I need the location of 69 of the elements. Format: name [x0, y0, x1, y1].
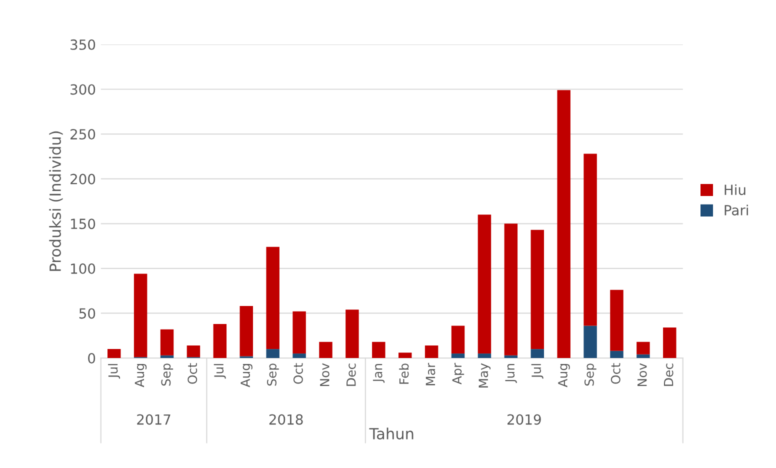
x-axis-title: Tahun	[369, 428, 414, 440]
y-tick-label: 50	[79, 308, 96, 319]
bar	[504, 355, 518, 358]
bar	[292, 311, 306, 354]
x-tick-label: Aug	[558, 364, 570, 388]
x-tick-label: Feb	[399, 364, 409, 384]
x-tick-label: Mar	[426, 362, 436, 386]
bar	[530, 230, 544, 350]
bar	[530, 349, 544, 358]
bar	[451, 354, 465, 358]
x-tick-label: Aug	[240, 364, 252, 388]
y-tick-label: 100	[71, 263, 96, 274]
y-tick-label: 150	[71, 218, 96, 230]
bar	[663, 328, 676, 358]
bar	[557, 90, 570, 358]
x-tick-label: Oct	[610, 363, 620, 384]
bar	[478, 354, 492, 358]
x-tick-label: Jun	[505, 364, 517, 384]
bar	[266, 246, 280, 350]
y-axis-title: Produksi (Individu)	[49, 131, 63, 271]
x-tick-label: Apr	[452, 362, 464, 384]
bar	[160, 355, 174, 358]
x-tick-label: Jul	[214, 364, 226, 379]
x-tick-label: Nov	[638, 363, 647, 386]
bar	[266, 349, 280, 358]
x-tick-label: Jul	[531, 364, 544, 379]
bar	[186, 345, 200, 358]
text: 2017	[137, 414, 170, 425]
x-tick-label: Dec	[346, 364, 356, 386]
bar	[398, 352, 412, 358]
y-tick-label: 250	[70, 129, 96, 140]
bar	[292, 354, 306, 358]
bar	[584, 154, 597, 326]
y-tick-label: 200	[70, 174, 96, 184]
x-tick-label: Jul	[108, 364, 120, 379]
x-tick-label: Oct	[293, 363, 303, 384]
text: 2018	[269, 414, 303, 425]
x-tick-label: Jan	[372, 364, 385, 383]
y-tick-label: 0	[88, 352, 96, 364]
x-tick-label: Oct	[188, 363, 198, 384]
x-tick-label: Nov	[320, 363, 330, 386]
bar	[504, 224, 518, 356]
bar	[240, 306, 253, 356]
x-tick-label: May	[478, 363, 491, 388]
bar	[134, 274, 148, 358]
x-tick-label: Sep	[267, 364, 279, 386]
bar	[584, 326, 597, 358]
bar	[478, 214, 492, 354]
bar	[610, 290, 624, 351]
bar	[610, 350, 624, 358]
x-tick-label: Sep	[161, 364, 174, 386]
text: 2019	[507, 414, 541, 425]
y-tick-label: 300	[70, 84, 96, 95]
bar	[319, 342, 332, 358]
bar	[451, 326, 465, 354]
x-tick-label: Aug	[134, 364, 147, 388]
bar	[424, 345, 438, 358]
y-tick-label: 350	[70, 39, 96, 50]
bar	[636, 354, 650, 358]
bar	[213, 324, 227, 358]
legend-label: Pari	[724, 204, 748, 216]
bar	[107, 349, 121, 358]
bar	[636, 342, 650, 354]
x-tick-label: Dec	[664, 364, 674, 386]
bar	[346, 310, 359, 358]
x-tick-label: Sep	[584, 364, 596, 386]
legend-label: Hiu	[724, 184, 746, 196]
bar	[372, 342, 386, 358]
bar	[160, 329, 174, 356]
